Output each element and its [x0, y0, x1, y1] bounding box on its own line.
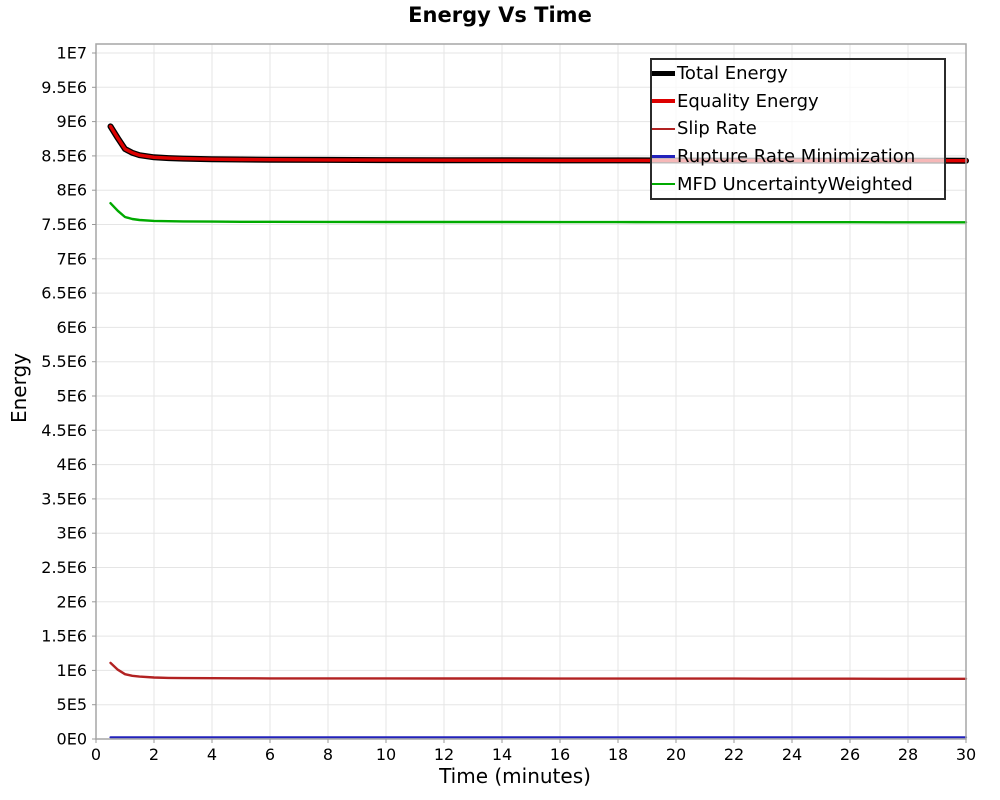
y-tick-label: 5.5E6 — [41, 352, 87, 371]
chart-title: Energy Vs Time — [408, 3, 592, 27]
y-tick-label: 1.5E6 — [41, 627, 87, 646]
y-tick-label: 2.5E6 — [41, 558, 87, 577]
plot-border — [95, 43, 967, 740]
legend-swatch-icon — [652, 99, 675, 104]
x-tick-label: 8 — [323, 745, 333, 764]
y-tick-label: 5E6 — [57, 387, 87, 406]
x-tick-label: 12 — [434, 745, 454, 764]
legend-item-label: Slip Rate — [677, 118, 757, 140]
series-lines — [107, 123, 969, 739]
legend-swatch-icon — [652, 155, 675, 158]
y-tick-label: 3.5E6 — [41, 489, 87, 508]
x-tick-label: 16 — [550, 745, 570, 764]
x-axis-label: Time (minutes) — [439, 764, 591, 788]
y-tick-label: 9E6 — [57, 112, 87, 131]
legend-item: Total Energy — [652, 60, 944, 87]
legend-swatch-icon — [652, 71, 675, 77]
legend-item-label: MFD UncertaintyWeighted — [677, 173, 913, 195]
y-tick-label: 6.5E6 — [41, 284, 87, 303]
y-tick-label: 7E6 — [57, 249, 87, 268]
x-tick-label: 6 — [265, 745, 275, 764]
x-tick-label: 28 — [898, 745, 918, 764]
y-tick-label: 1E7 — [57, 44, 87, 63]
x-tick-label: 0 — [91, 745, 101, 764]
y-tick-label: 4E6 — [57, 455, 87, 474]
x-tick-label: 20 — [666, 745, 686, 764]
x-tick-label: 18 — [608, 745, 628, 764]
tick-labels: 0E0 5E5 1E6 1.5E6 2E6 2.5E6 3E6 3.5E6 4E6 4.5E6 5E… — [41, 44, 976, 765]
x-tick-label: 10 — [376, 745, 396, 764]
y-tick-label: 3E6 — [57, 524, 87, 543]
legend-swatch-icon — [652, 182, 675, 186]
y-tick-label: 9.5E6 — [41, 78, 87, 97]
legend-item-label: Rupture Rate Minimization — [677, 146, 916, 168]
legend-item: Equality Energy — [652, 88, 944, 115]
series-slip-rate — [109, 661, 968, 680]
legend-item-label: Total Energy — [677, 63, 788, 85]
x-tick-label: 2 — [149, 745, 159, 764]
series-mfd-uncertaintyweighted — [109, 201, 968, 224]
legend: Total Energy Equality Energy Slip Rate Rupt… — [650, 58, 946, 200]
y-axis-label: Energy — [7, 352, 31, 424]
y-tick-label: 1E6 — [57, 661, 87, 680]
x-tick-label: 4 — [207, 745, 217, 764]
y-tick-label: 7.5E6 — [41, 215, 87, 234]
legend-item-label: Equality Energy — [677, 90, 819, 112]
x-tick-label: 14 — [492, 745, 512, 764]
x-tick-label: 30 — [956, 745, 976, 764]
legend-item: MFD UncertaintyWeighted — [652, 171, 944, 198]
x-tick-label: 24 — [782, 745, 802, 764]
y-tick-label: 0E0 — [57, 730, 87, 749]
y-tick-label: 4.5E6 — [41, 421, 87, 440]
x-tick-label: 22 — [724, 745, 744, 764]
legend-item: Rupture Rate Minimization — [652, 143, 944, 170]
x-tick-label: 26 — [840, 745, 860, 764]
legend-swatch-icon — [652, 127, 675, 131]
y-tick-label: 8E6 — [57, 181, 87, 200]
y-tick-label: 6E6 — [57, 318, 87, 337]
tick-marks — [92, 52, 967, 743]
legend-item: Slip Rate — [652, 115, 944, 142]
y-tick-label: 8.5E6 — [41, 146, 87, 165]
y-tick-label: 2E6 — [57, 592, 87, 611]
y-tick-label: 5E5 — [57, 695, 87, 714]
